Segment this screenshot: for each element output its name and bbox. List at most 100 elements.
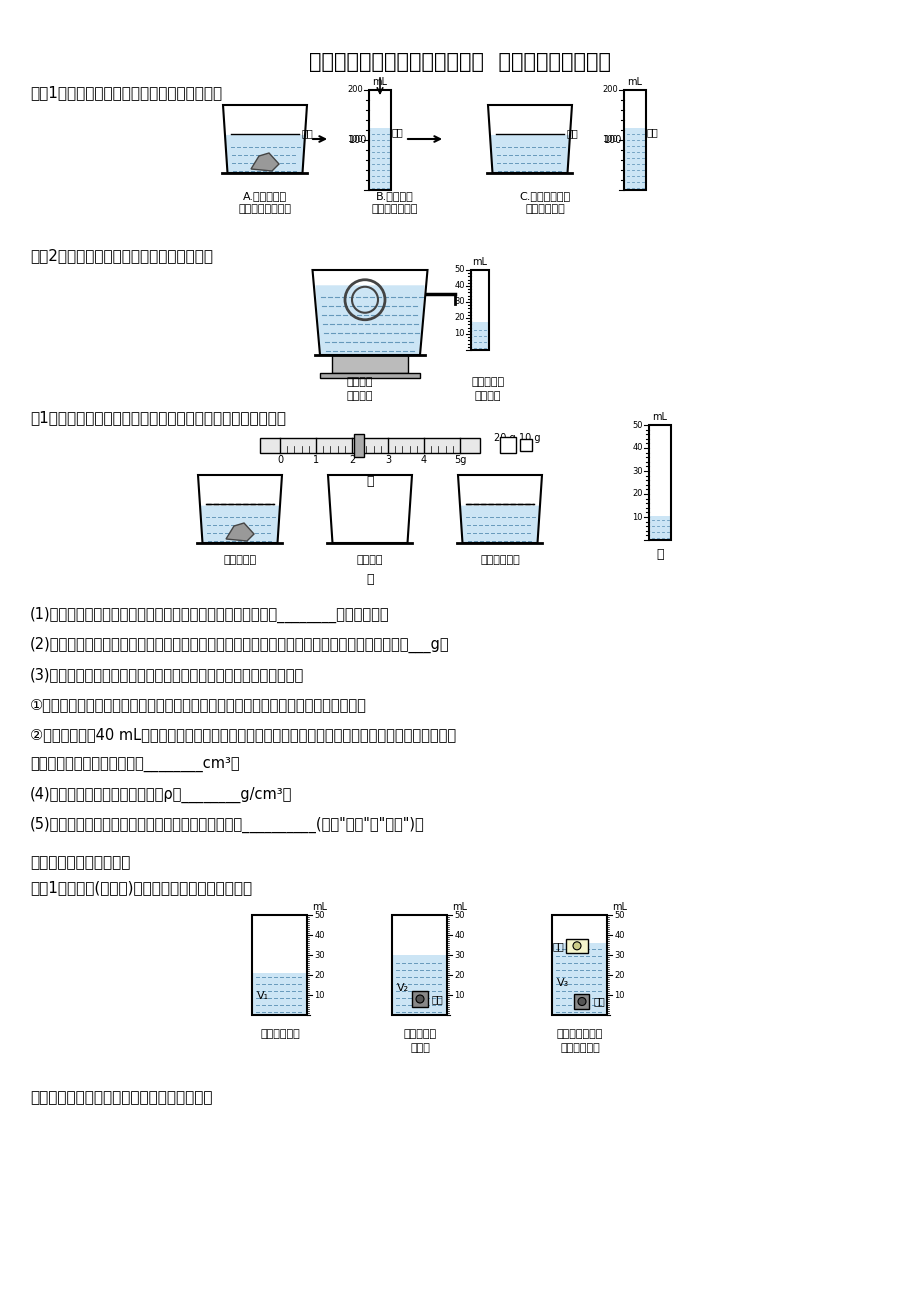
Bar xyxy=(623,128,645,190)
Text: mL: mL xyxy=(452,902,467,911)
Text: V₂: V₂ xyxy=(396,983,408,993)
Text: 如图丙所示，则瓷片的体积为________cm³。: 如图丙所示，则瓷片的体积为________cm³。 xyxy=(30,756,239,772)
Text: 铁块: 铁块 xyxy=(432,993,443,1004)
Text: 将铁块浸没: 将铁块浸没 xyxy=(403,1029,437,1039)
Text: 取出瓷片: 取出瓷片 xyxy=(357,555,383,565)
Text: 标记: 标记 xyxy=(566,129,577,138)
Text: 50: 50 xyxy=(632,421,642,430)
Text: 时浸没在水中: 时浸没在水中 xyxy=(560,1043,599,1053)
Text: 100: 100 xyxy=(602,135,618,145)
Text: 50: 50 xyxy=(314,910,324,919)
Text: 入杯中至标记: 入杯中至标记 xyxy=(525,204,564,214)
Text: mL: mL xyxy=(652,411,667,422)
Bar xyxy=(623,90,645,190)
Text: 方法二：压入法。下图是测蜡块体积的方法。: 方法二：压入法。下图是测蜡块体积的方法。 xyxy=(30,1090,212,1105)
Text: 40: 40 xyxy=(632,444,642,453)
Text: 10: 10 xyxy=(454,329,464,339)
Bar xyxy=(648,516,670,540)
Bar xyxy=(499,437,516,453)
Bar xyxy=(519,439,531,450)
Bar xyxy=(471,270,489,350)
Text: 30: 30 xyxy=(454,950,465,960)
Text: V₃: V₃ xyxy=(556,978,568,988)
Text: 再加水至标记: 再加水至标记 xyxy=(480,555,519,565)
Text: 50: 50 xyxy=(454,910,464,919)
Text: (3)他发现瓷片放不进量筒，改用如图乙所示的方法测量瓷片的体积。: (3)他发现瓷片放不进量筒，改用如图乙所示的方法测量瓷片的体积。 xyxy=(30,667,304,682)
Circle shape xyxy=(577,997,585,1005)
Text: 加水到标记: 加水到标记 xyxy=(223,555,256,565)
Bar xyxy=(252,915,307,1016)
Text: 2: 2 xyxy=(348,454,355,465)
Text: 蜡块: 蜡块 xyxy=(551,941,563,950)
Circle shape xyxy=(415,995,424,1003)
Text: 30: 30 xyxy=(454,297,464,306)
Bar xyxy=(552,915,607,1016)
Text: 10: 10 xyxy=(632,513,642,522)
Text: 10: 10 xyxy=(314,991,324,1000)
Bar xyxy=(412,991,427,1006)
Text: 没在水中: 没在水中 xyxy=(346,391,373,401)
Polygon shape xyxy=(315,285,425,355)
Text: 10 g: 10 g xyxy=(518,434,540,443)
Text: 例1．德化盛产陶瓷，小李同学想测量一块不规则瓷片的密度。: 例1．德化盛产陶瓷，小李同学想测量一块不规则瓷片的密度。 xyxy=(30,410,286,424)
Text: 20: 20 xyxy=(454,314,464,323)
Text: 铁块: 铁块 xyxy=(593,996,605,1006)
Text: 20: 20 xyxy=(314,970,324,979)
Text: 物理八年级上册期末复习专项题  密度的测量相关实验: 物理八年级上册期末复习专项题 密度的测量相关实验 xyxy=(309,52,610,72)
Text: 50: 50 xyxy=(614,910,624,919)
Text: 40: 40 xyxy=(314,931,324,940)
Text: 甲: 甲 xyxy=(366,475,373,488)
Text: （矿石浸没水中）: （矿石浸没水中） xyxy=(238,204,291,214)
Text: 50: 50 xyxy=(454,266,464,275)
Text: 5g: 5g xyxy=(453,454,466,465)
Bar xyxy=(471,322,489,350)
Text: 在水中: 在水中 xyxy=(410,1043,429,1053)
Text: 10: 10 xyxy=(614,991,624,1000)
Bar xyxy=(392,915,447,1016)
Bar xyxy=(252,973,307,1016)
Text: ①往烧杯中加入适量的水，把瓷片浸没，在水面到达的位置上作标记，然后取出瓷片；: ①往烧杯中加入适量的水，把瓷片浸没，在水面到达的位置上作标记，然后取出瓷片； xyxy=(30,697,367,712)
Text: 30: 30 xyxy=(314,950,324,960)
Polygon shape xyxy=(224,135,305,173)
Bar xyxy=(354,434,364,457)
Polygon shape xyxy=(226,523,254,542)
Text: 200: 200 xyxy=(346,86,363,95)
Polygon shape xyxy=(199,505,280,543)
Bar xyxy=(320,372,420,378)
Text: mL: mL xyxy=(627,77,641,87)
Text: 100: 100 xyxy=(348,135,367,145)
Circle shape xyxy=(573,941,581,949)
Text: A.加水到标记: A.加水到标记 xyxy=(243,191,287,201)
Text: (5)根据以上步骤，你认为小李同学测出的瓷片密度值__________(选填"偏大"或"偏小")。: (5)根据以上步骤，你认为小李同学测出的瓷片密度值__________(选填"偏… xyxy=(30,816,425,833)
Bar xyxy=(648,424,670,540)
Text: 将溢出的水: 将溢出的水 xyxy=(471,378,504,387)
Text: 20: 20 xyxy=(614,970,624,979)
Text: 0: 0 xyxy=(277,454,283,465)
Text: 100: 100 xyxy=(603,135,621,145)
Text: 40: 40 xyxy=(454,281,464,290)
Text: 二、漂浮在水面上的固体: 二、漂浮在水面上的固体 xyxy=(30,855,130,870)
Polygon shape xyxy=(460,505,539,543)
Text: 把玉镯浸: 把玉镯浸 xyxy=(346,378,373,387)
Text: 10: 10 xyxy=(454,991,464,1000)
Text: ②先往量筒装入40 mL的水，然后将量筒的水缓慢倒入烧杯中，让水面到达标记处，量筒里剩余水的体积: ②先往量筒装入40 mL的水，然后将量筒的水缓慢倒入烧杯中，让水面到达标记处，量… xyxy=(30,727,456,742)
Text: 4: 4 xyxy=(421,454,426,465)
Text: 20: 20 xyxy=(632,490,642,499)
Text: 将蜡块和铁块同: 将蜡块和铁块同 xyxy=(556,1029,603,1039)
Text: 标记: 标记 xyxy=(301,129,312,138)
Text: 标记: 标记 xyxy=(646,128,658,137)
Text: V₁: V₁ xyxy=(256,991,268,1001)
Text: mL: mL xyxy=(472,256,487,267)
Text: 200: 200 xyxy=(602,86,618,95)
Text: 40: 40 xyxy=(614,931,624,940)
Text: 3: 3 xyxy=(384,454,391,465)
Text: B.取出矿石: B.取出矿石 xyxy=(376,191,414,201)
Text: (2)用调节好的天平测量瓷片的质量，所用砝码的个数和游码的位置如图甲所示，则瓷片的质量为___g。: (2)用调节好的天平测量瓷片的质量，所用砝码的个数和游码的位置如图甲所示，则瓷片… xyxy=(30,637,449,654)
Text: 乙: 乙 xyxy=(366,573,373,586)
Text: 倒入量筒: 倒入量筒 xyxy=(474,391,501,401)
Bar xyxy=(392,954,447,1016)
Text: （准备补充水）: （准备补充水） xyxy=(371,204,418,214)
Polygon shape xyxy=(251,154,278,171)
Text: 30: 30 xyxy=(631,466,642,475)
Bar xyxy=(369,128,391,190)
